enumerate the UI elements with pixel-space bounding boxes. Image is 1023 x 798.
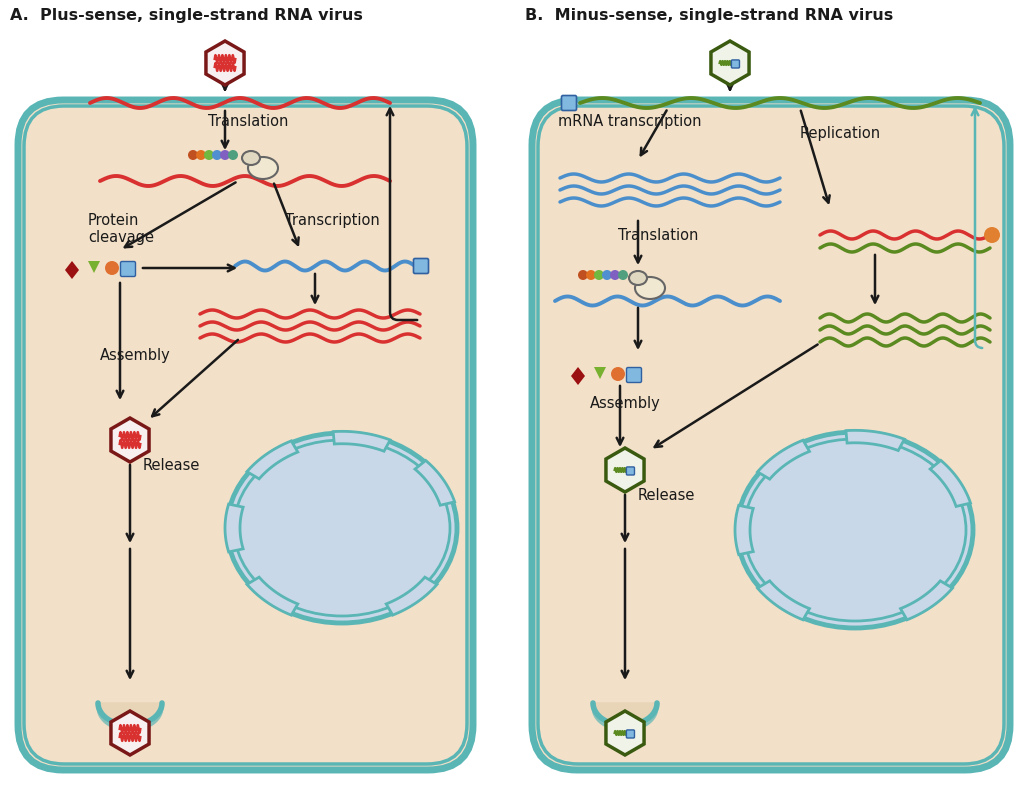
Circle shape: [105, 261, 119, 275]
Ellipse shape: [737, 432, 973, 628]
FancyArrowPatch shape: [312, 274, 318, 302]
Polygon shape: [606, 711, 644, 755]
Circle shape: [618, 270, 628, 280]
Circle shape: [586, 270, 596, 280]
Polygon shape: [846, 430, 904, 451]
Polygon shape: [571, 367, 585, 385]
Text: Replication: Replication: [800, 126, 881, 141]
FancyArrowPatch shape: [143, 265, 234, 271]
FancyArrowPatch shape: [127, 549, 133, 678]
FancyBboxPatch shape: [626, 467, 634, 475]
FancyArrowPatch shape: [152, 340, 238, 417]
FancyBboxPatch shape: [413, 259, 429, 274]
FancyBboxPatch shape: [532, 100, 1010, 770]
FancyArrowPatch shape: [622, 495, 628, 540]
Text: Release: Release: [143, 458, 201, 473]
FancyArrowPatch shape: [872, 255, 879, 302]
Polygon shape: [110, 711, 149, 755]
Text: Assembly: Assembly: [100, 348, 171, 363]
FancyBboxPatch shape: [626, 368, 641, 382]
Polygon shape: [88, 261, 100, 273]
Text: Protein
cleavage: Protein cleavage: [88, 213, 154, 246]
Ellipse shape: [635, 277, 665, 299]
FancyBboxPatch shape: [121, 262, 135, 276]
Circle shape: [228, 150, 238, 160]
Polygon shape: [606, 448, 644, 492]
FancyArrowPatch shape: [655, 345, 817, 447]
Polygon shape: [594, 367, 606, 379]
Polygon shape: [206, 41, 244, 85]
FancyBboxPatch shape: [731, 60, 740, 68]
Text: Assembly: Assembly: [590, 396, 661, 411]
Ellipse shape: [248, 157, 278, 179]
Polygon shape: [415, 460, 454, 505]
Polygon shape: [98, 703, 162, 725]
Circle shape: [578, 270, 588, 280]
FancyArrowPatch shape: [222, 83, 228, 89]
FancyArrowPatch shape: [634, 308, 641, 347]
Polygon shape: [247, 440, 298, 479]
Circle shape: [220, 150, 230, 160]
Text: A.  Plus-sense, single-strand RNA virus: A. Plus-sense, single-strand RNA virus: [10, 8, 363, 23]
Ellipse shape: [242, 151, 260, 165]
Circle shape: [602, 270, 612, 280]
FancyArrowPatch shape: [726, 83, 733, 89]
Text: Translation: Translation: [208, 114, 288, 129]
Circle shape: [610, 270, 620, 280]
Polygon shape: [735, 505, 753, 555]
Circle shape: [204, 150, 214, 160]
Polygon shape: [757, 440, 809, 479]
Polygon shape: [225, 504, 243, 552]
FancyBboxPatch shape: [18, 100, 473, 770]
Ellipse shape: [227, 433, 457, 623]
Polygon shape: [930, 460, 971, 507]
Circle shape: [212, 150, 222, 160]
FancyArrowPatch shape: [125, 183, 235, 247]
Polygon shape: [900, 581, 952, 620]
FancyArrowPatch shape: [634, 221, 641, 263]
FancyArrowPatch shape: [222, 111, 228, 148]
Text: Translation: Translation: [618, 228, 699, 243]
FancyArrowPatch shape: [617, 385, 623, 444]
Circle shape: [611, 367, 625, 381]
Polygon shape: [247, 577, 298, 615]
Circle shape: [196, 150, 206, 160]
FancyArrowPatch shape: [801, 111, 830, 203]
Polygon shape: [757, 581, 809, 620]
Text: B.  Minus-sense, single-strand RNA virus: B. Minus-sense, single-strand RNA virus: [525, 8, 893, 23]
Polygon shape: [387, 577, 437, 615]
Polygon shape: [110, 418, 149, 462]
Polygon shape: [593, 703, 657, 725]
Text: mRNA transcription: mRNA transcription: [558, 114, 702, 129]
FancyArrowPatch shape: [117, 282, 124, 397]
Circle shape: [594, 270, 604, 280]
Circle shape: [984, 227, 1000, 243]
FancyArrowPatch shape: [127, 464, 133, 540]
Text: Release: Release: [638, 488, 696, 503]
FancyBboxPatch shape: [626, 730, 634, 738]
FancyBboxPatch shape: [562, 96, 577, 110]
Ellipse shape: [629, 271, 647, 285]
FancyArrowPatch shape: [622, 549, 628, 678]
Polygon shape: [333, 432, 390, 451]
Circle shape: [188, 150, 198, 160]
Polygon shape: [65, 261, 79, 279]
Polygon shape: [711, 41, 749, 85]
Text: Transcription: Transcription: [285, 213, 380, 228]
FancyArrowPatch shape: [640, 110, 667, 155]
FancyArrowPatch shape: [274, 184, 299, 245]
